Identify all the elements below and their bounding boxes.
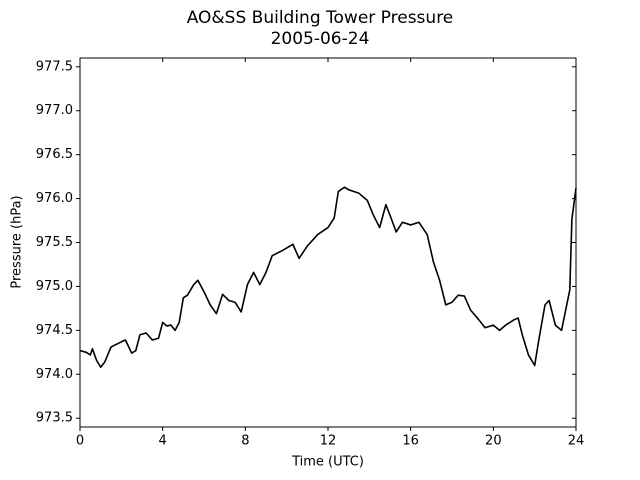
chart-title: AO&SS Building Tower Pressure (187, 8, 454, 28)
y-tick-label: 976.5 (36, 147, 73, 162)
y-tick-label: 974.0 (36, 367, 73, 382)
plot-frame (79, 57, 577, 428)
y-tick-label: 973.5 (36, 411, 73, 426)
y-tick-label: 976.0 (36, 191, 73, 206)
x-tick-label: 4 (159, 434, 167, 449)
y-tick-label: 975.0 (36, 279, 73, 294)
x-tick-label: 12 (320, 434, 337, 449)
x-tick-label: 16 (402, 434, 419, 449)
data-line (79, 186, 577, 369)
y-tick-label: 977.0 (36, 103, 73, 118)
x-tick-label: 24 (568, 434, 585, 449)
y-tick-label: 974.5 (36, 323, 73, 338)
x-tick-label: 20 (485, 434, 502, 449)
y-tick-label: 975.5 (36, 235, 73, 250)
y-axis-label: Pressure (hPa) (10, 195, 25, 288)
x-axis-label: Time (UTC) (291, 455, 364, 470)
x-tick-label: 0 (76, 434, 84, 449)
x-tick-label: 8 (241, 434, 249, 449)
y-tick-label: 977.5 (36, 59, 73, 74)
chart-subtitle: 2005-06-24 (271, 29, 370, 49)
